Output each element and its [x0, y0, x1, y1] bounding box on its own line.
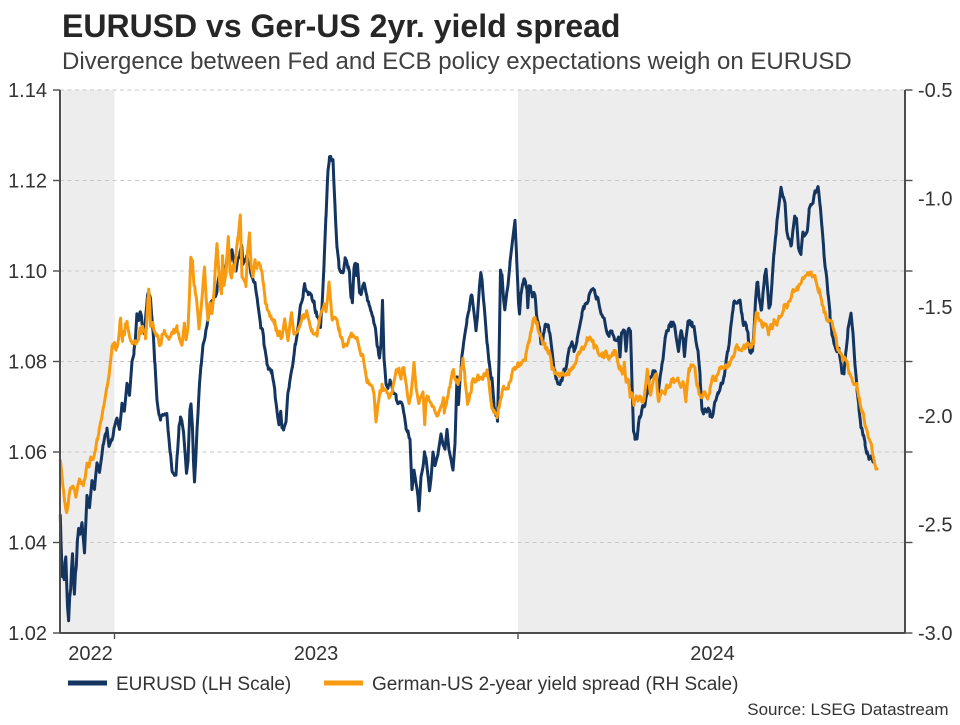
- svg-text:1.08: 1.08: [8, 352, 47, 374]
- svg-text:-2.5: -2.5: [918, 514, 952, 536]
- svg-text:Divergence between Fed and ECB: Divergence between Fed and ECB policy ex…: [62, 48, 852, 75]
- svg-text:-3.0: -3.0: [918, 623, 952, 645]
- svg-text:2024: 2024: [690, 643, 735, 665]
- svg-text:1.12: 1.12: [8, 171, 47, 193]
- svg-text:2023: 2023: [294, 643, 339, 665]
- svg-text:1.02: 1.02: [8, 623, 47, 645]
- svg-text:-1.5: -1.5: [918, 297, 952, 319]
- svg-text:-0.5: -0.5: [918, 80, 952, 102]
- svg-text:German-US 2-year yield spread: German-US 2-year yield spread (RH Scale): [372, 674, 738, 695]
- svg-text:1.14: 1.14: [8, 80, 47, 102]
- svg-text:EURUSD vs Ger-US 2yr. yield sp: EURUSD vs Ger-US 2yr. yield spread: [62, 8, 620, 44]
- svg-text:1.06: 1.06: [8, 442, 47, 464]
- svg-text:Source: LSEG Datastream: Source: LSEG Datastream: [747, 700, 948, 719]
- svg-text:1.10: 1.10: [8, 261, 47, 283]
- svg-text:-1.0: -1.0: [918, 189, 952, 211]
- svg-text:1.04: 1.04: [8, 533, 47, 555]
- svg-text:-2.0: -2.0: [918, 406, 952, 428]
- svg-text:EURUSD (LH Scale): EURUSD (LH Scale): [116, 674, 291, 695]
- svg-text:2022: 2022: [68, 643, 113, 665]
